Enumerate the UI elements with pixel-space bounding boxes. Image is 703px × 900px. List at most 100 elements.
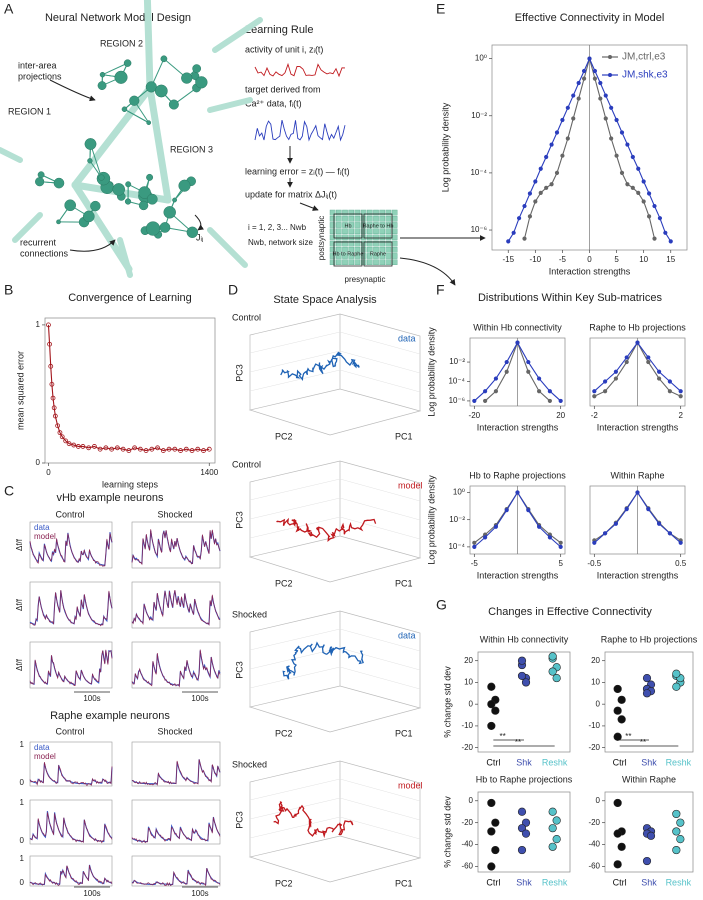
annotation: Jᵢⱼ <box>196 232 204 242</box>
data-point <box>635 490 640 495</box>
neuron <box>64 199 77 212</box>
matrix-cell <box>379 246 386 253</box>
matrix-cell <box>373 240 379 247</box>
matrix-cell <box>385 234 392 241</box>
y-tick-label: 1 <box>20 854 25 863</box>
condition-label: Control <box>232 312 261 322</box>
matrix-cell <box>348 222 355 228</box>
trajectory <box>273 801 354 839</box>
neuron <box>146 193 158 205</box>
box-grid <box>249 816 341 839</box>
annotation-arrow <box>49 79 96 102</box>
y-tick-label: 0 <box>20 778 25 787</box>
data-point <box>635 340 640 345</box>
data-point <box>613 860 622 869</box>
data-point <box>536 376 542 381</box>
box-grid <box>249 478 341 501</box>
data-point <box>472 544 477 549</box>
y-tick-label: 0 <box>596 796 601 805</box>
significance-label: ** <box>640 738 646 747</box>
box-grid <box>249 369 341 392</box>
data-point <box>678 394 683 399</box>
data-point <box>560 153 565 158</box>
data-point <box>46 322 51 328</box>
panel-letter: F <box>436 282 445 298</box>
source-label: data <box>398 333 416 343</box>
data-point <box>547 389 552 394</box>
data-point <box>504 508 509 513</box>
matrix-cell <box>348 253 355 259</box>
data-point <box>183 446 189 452</box>
box-grid <box>339 647 421 671</box>
matrix-cell <box>373 209 379 216</box>
matrix-cell <box>367 253 373 259</box>
axis-label: PC3 <box>234 661 244 679</box>
y-tick-label: -10 <box>588 721 600 730</box>
flow-arrow <box>299 202 319 211</box>
matrix-cell <box>385 246 392 253</box>
matrix-cell <box>373 234 379 241</box>
data-point <box>646 507 651 512</box>
data-point <box>548 652 557 661</box>
axis-label: PC3 <box>234 364 244 382</box>
data-point <box>126 448 132 453</box>
legend-marker <box>608 73 612 77</box>
matrix-cell <box>329 246 336 253</box>
data-point <box>160 448 166 453</box>
model-trace <box>131 649 221 688</box>
neuron <box>53 177 65 189</box>
projection <box>207 227 248 268</box>
chart-title: Within Hb connectivity <box>473 322 562 332</box>
y-tick-label: -40 <box>461 840 473 849</box>
section-title: Raphe example neurons <box>50 710 170 722</box>
data-point <box>609 105 614 110</box>
box-grid <box>339 331 421 355</box>
y-axis-label: % change std dev <box>442 666 452 738</box>
panel-letter: C <box>4 483 14 499</box>
data-point <box>504 359 509 365</box>
y-tick-label: 1 <box>20 798 25 807</box>
neuron <box>172 197 177 203</box>
data-point <box>109 446 115 452</box>
region-label: REGION 3 <box>170 144 213 154</box>
panel-title: Distributions Within Key Sub-matrices <box>478 292 663 304</box>
axis-label: PC2 <box>275 728 293 738</box>
data-point <box>86 445 92 451</box>
matrix-cell <box>367 222 373 228</box>
matrix-cell <box>367 259 373 266</box>
data-point <box>206 446 212 452</box>
neuron <box>138 200 149 211</box>
matrix-cell <box>385 209 392 216</box>
matrix-cell <box>329 215 336 222</box>
data-point <box>642 856 652 866</box>
neuron <box>159 222 171 233</box>
data-point <box>613 369 619 374</box>
model-trace <box>29 649 113 686</box>
data-point <box>487 721 496 731</box>
rule-text: target derived from <box>245 84 321 94</box>
data-point <box>149 446 155 452</box>
matrix-cell <box>373 259 379 266</box>
data-point <box>533 179 538 184</box>
column-title: Shocked <box>157 509 192 519</box>
data-point <box>646 355 651 360</box>
data-point <box>493 376 499 381</box>
data-point <box>491 818 500 827</box>
box-grid <box>249 331 341 354</box>
matrix-cell <box>342 222 348 228</box>
matrix-cell <box>342 246 348 253</box>
trace-frame <box>131 799 221 845</box>
x-tick-label: -5 <box>471 559 479 568</box>
data-point <box>603 93 608 98</box>
neuron <box>192 64 202 73</box>
matrix-cell <box>348 246 355 253</box>
plot-frame <box>477 791 571 873</box>
source-label: data <box>398 630 416 640</box>
matrix-block <box>363 213 393 239</box>
matrix-cell <box>336 246 342 253</box>
matrix-cell <box>354 259 361 266</box>
matrix-cell <box>336 209 342 216</box>
trace-frame <box>29 855 113 887</box>
neuron <box>125 181 132 188</box>
data-point <box>487 682 496 691</box>
